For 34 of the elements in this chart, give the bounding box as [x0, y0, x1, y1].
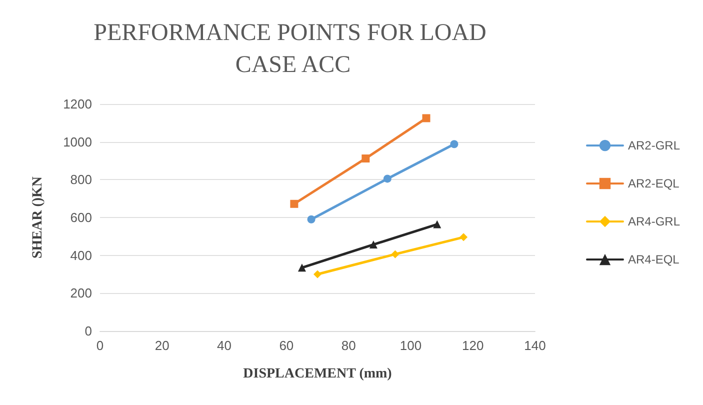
legend-label: AR4-EQL — [628, 252, 680, 266]
legend-label: AR2-EQL — [628, 176, 680, 190]
chart-title: PERFORMANCE POINTS FOR LOAD CASE ACC — [94, 20, 492, 78]
y-tick-label: 200 — [70, 286, 92, 301]
legend-label: AR2-GRL — [628, 138, 680, 152]
x-tick-label: 120 — [462, 338, 484, 353]
y-axis-title: SHEAR ()KN — [30, 176, 46, 259]
y-tick-label: 1000 — [63, 134, 92, 150]
point — [369, 240, 378, 249]
point — [391, 250, 400, 258]
point — [422, 114, 430, 122]
point — [460, 233, 468, 242]
point — [383, 174, 392, 183]
x-tick-label: 40 — [217, 338, 232, 353]
y-tick-label: 800 — [70, 172, 92, 188]
legend-label: AR4-GRL — [628, 214, 680, 228]
x-tick-label: 140 — [524, 338, 546, 353]
point — [307, 215, 316, 224]
y-tick-label: 600 — [70, 210, 92, 225]
x-tick-label: 60 — [279, 338, 294, 353]
y-tick-label: 0 — [84, 324, 92, 338]
y-tick-label: 1200 — [63, 96, 92, 112]
x-axis-title: DISPLACEMENT (mm) — [243, 366, 392, 382]
x-tick-label: 20 — [154, 338, 170, 353]
point — [290, 200, 298, 208]
x-tick-label: 0 — [96, 338, 104, 353]
x-tick-label: 100 — [400, 338, 422, 353]
point — [314, 270, 322, 278]
point — [433, 220, 442, 228]
point — [450, 140, 458, 148]
point — [298, 264, 306, 272]
point — [362, 154, 370, 162]
x-tick-label: 80 — [341, 338, 356, 353]
y-tick-label: 400 — [70, 248, 92, 263]
